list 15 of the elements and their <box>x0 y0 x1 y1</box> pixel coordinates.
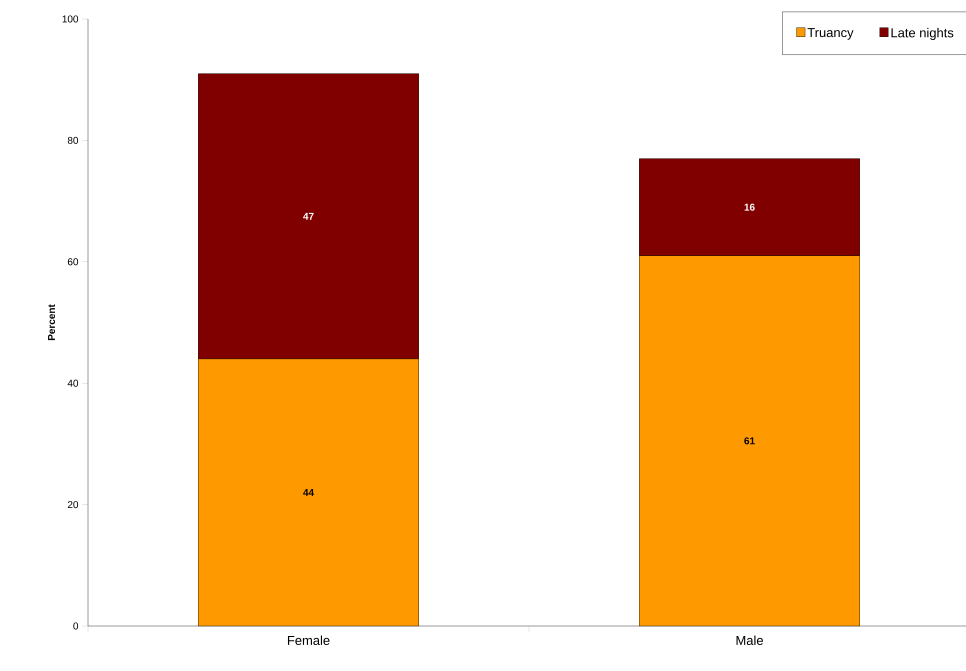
y-tick-label: 100 <box>62 15 78 23</box>
y-tick-label: 60 <box>68 258 78 266</box>
y-tick-label: 20 <box>68 501 78 508</box>
data-label: 61 <box>744 437 755 444</box>
y-tick-label: 0 <box>73 622 78 630</box>
data-label: 47 <box>303 212 314 220</box>
x-tick-label: Male <box>736 636 763 646</box>
data-label: 44 <box>303 489 314 496</box>
x-tick-label: Female <box>288 636 330 646</box>
y-axis-title: Percent <box>48 304 56 340</box>
data-label: 16 <box>744 204 755 211</box>
y-tick-label: 40 <box>68 380 78 387</box>
legend-label: Late nights <box>892 28 954 40</box>
legend-label: Truancy <box>808 28 854 40</box>
y-tick-label: 80 <box>68 136 78 144</box>
